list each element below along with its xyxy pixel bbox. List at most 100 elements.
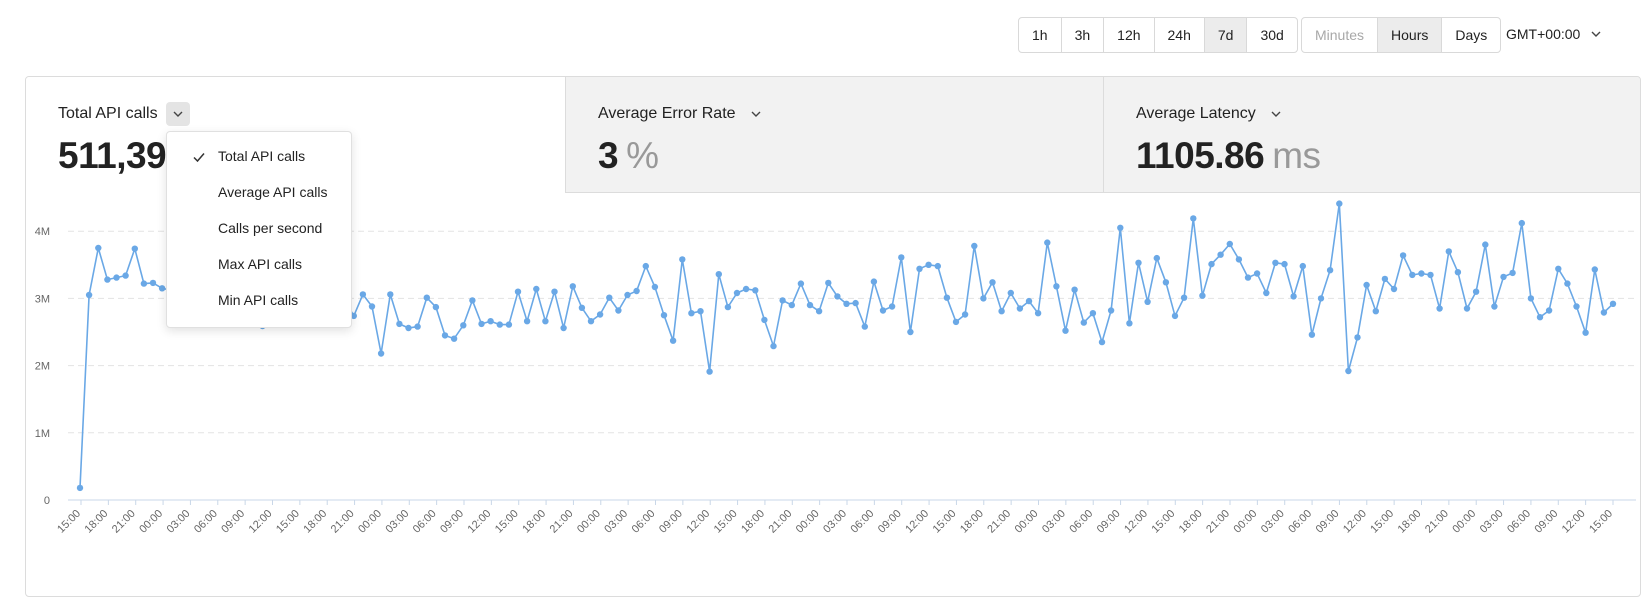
data-point (569, 283, 576, 290)
dropdown-item-label: Average API calls (218, 184, 328, 200)
granularity-button-hours[interactable]: Hours (1377, 18, 1442, 52)
metric-dropdown-toggle[interactable] (165, 102, 190, 126)
data-point (834, 293, 841, 300)
x-tick-label: 09:00 (219, 508, 247, 536)
range-button-30d[interactable]: 30d (1246, 18, 1296, 52)
data-point (1080, 319, 1088, 326)
data-point (1545, 307, 1553, 314)
data-point (879, 307, 887, 314)
data-point (1290, 293, 1297, 300)
data-point (888, 303, 896, 310)
timezone-select[interactable]: GMT+00:00 (1506, 17, 1602, 51)
dropdown-item-max-api-calls[interactable]: Max API calls (167, 246, 351, 282)
data-point (943, 294, 951, 301)
data-point (1089, 310, 1097, 317)
x-tick-label: 21:00 (329, 508, 357, 536)
dropdown-item-calls-per-second[interactable]: Calls per second (167, 210, 351, 246)
data-point (797, 280, 805, 287)
data-point (971, 242, 978, 250)
data-point (1107, 307, 1115, 314)
data-point (998, 308, 1005, 315)
x-tick-label: 15:00 (1149, 508, 1177, 536)
time-range-selector: 1h 3h 12h 24h 7d 30d (1018, 17, 1298, 53)
x-tick-label: 21:00 (766, 508, 794, 536)
data-point (460, 322, 467, 329)
data-point (523, 318, 531, 325)
x-tick-label: 18:00 (958, 508, 986, 536)
data-point (1044, 239, 1051, 246)
data-point (788, 301, 795, 309)
data-point (158, 285, 166, 292)
dropdown-item-average-api-calls[interactable]: Average API calls (167, 174, 351, 210)
dropdown-item-total-api-calls[interactable]: Total API calls (167, 138, 351, 174)
data-point (952, 318, 960, 326)
x-tick-label: 12:00 (466, 508, 494, 536)
data-point (1591, 266, 1599, 273)
data-point (1190, 215, 1197, 222)
data-point (469, 297, 476, 304)
data-point (724, 303, 732, 311)
x-tick-label: 03:00 (1259, 508, 1287, 536)
data-point (1217, 251, 1224, 258)
data-point (1345, 367, 1352, 375)
data-point (149, 279, 157, 287)
data-point (1171, 312, 1179, 320)
data-point (1317, 295, 1325, 302)
x-tick-label: 15:00 (55, 508, 83, 536)
granularity-button-minutes[interactable]: Minutes (1315, 27, 1365, 43)
x-tick-label: 15:00 (1587, 508, 1615, 536)
x-tick-label: 18:00 (301, 508, 329, 536)
dropdown-item-min-api-calls[interactable]: Min API calls (167, 282, 351, 318)
data-point (624, 291, 631, 299)
granularity-button-days[interactable]: Days (1441, 18, 1500, 52)
y-tick-label: 1M (35, 428, 50, 440)
x-tick-label: 03:00 (1040, 508, 1068, 536)
x-tick-label: 00:00 (137, 508, 165, 536)
metric-label: Average Error Rate (598, 105, 736, 122)
data-point (1117, 224, 1124, 231)
metric-dropdown-toggle[interactable] (1264, 102, 1288, 126)
data-point (1281, 260, 1288, 268)
data-point (1016, 305, 1024, 312)
x-tick-label: 15:00 (274, 508, 302, 536)
metric-tab-average-error-rate[interactable]: Average Error Rate 3% (565, 77, 1103, 193)
data-point (1144, 298, 1151, 305)
range-button-7d[interactable]: 7d (1203, 18, 1247, 52)
data-point (1199, 292, 1206, 299)
data-point (861, 323, 868, 330)
data-point (1180, 294, 1188, 301)
metric-label: Average Latency (1136, 105, 1256, 122)
x-tick-label: 12:00 (247, 508, 275, 536)
range-button-1h[interactable]: 1h (1032, 27, 1048, 43)
x-tick-label: 18:00 (520, 508, 548, 536)
data-point (1454, 269, 1462, 276)
data-point (651, 283, 659, 291)
x-tick-label: 03:00 (821, 508, 849, 536)
data-point (496, 321, 503, 328)
metric-dropdown-toggle[interactable] (744, 102, 768, 126)
data-point (1354, 334, 1361, 341)
range-button-3h[interactable]: 3h (1060, 18, 1104, 52)
data-point (1363, 281, 1370, 289)
data-point (1299, 262, 1307, 270)
data-point (1582, 329, 1589, 336)
data-point (688, 310, 695, 317)
x-tick-label: 06:00 (630, 508, 658, 536)
dropdown-item-label: Calls per second (218, 220, 323, 236)
range-button-12h[interactable]: 12h (1103, 18, 1153, 52)
x-tick-label: 18:00 (83, 508, 111, 536)
data-point (396, 320, 403, 328)
data-point (441, 332, 449, 339)
range-button-24h[interactable]: 24h (1153, 18, 1204, 52)
data-point (1536, 314, 1544, 321)
data-point (122, 272, 129, 279)
x-tick-label: 21:00 (548, 508, 576, 536)
data-point (1071, 286, 1078, 293)
data-point (925, 261, 932, 268)
data-point (1527, 295, 1535, 302)
x-tick-label: 09:00 (657, 508, 685, 536)
data-point (596, 311, 604, 318)
y-tick-label: 0 (44, 495, 50, 507)
y-tick-label: 3M (35, 293, 50, 305)
metric-tab-average-latency[interactable]: Average Latency 1105.86 ms (1103, 77, 1640, 193)
